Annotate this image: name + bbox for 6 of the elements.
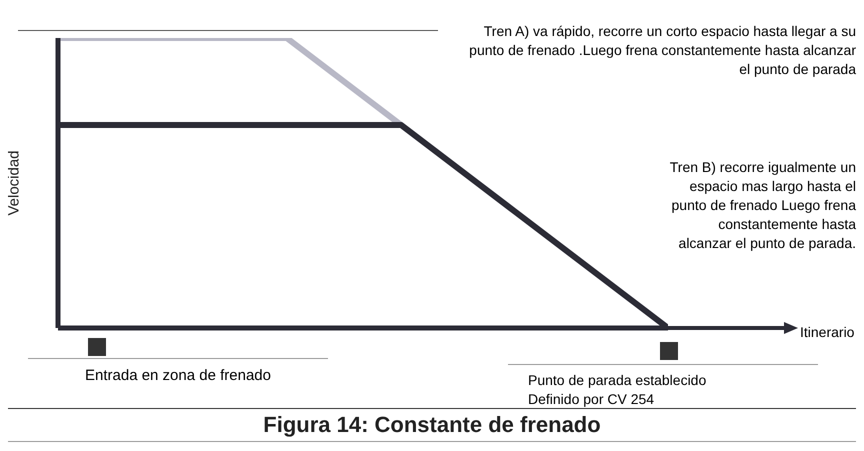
text: Tren B) recorre igualmente un espacio mas largo hasta el punto de frenado Luego frena constantemente hasta alcanzar el punto de parada.: [668, 158, 856, 253]
text: Figura 14: Constante de frenado: [8, 408, 856, 442]
annotation: Tren A) va rápido, recorre un corto espacio hasta llegar a su punto de frenado .Luego frena constantemente hasta alcanzar el punto de parada: [468, 22, 856, 79]
text: Punto de parada establecido Definido por CV 254: [508, 364, 818, 409]
text: Entrada en zona de frenado: [28, 358, 328, 384]
text: Itinerario: [800, 324, 854, 340]
